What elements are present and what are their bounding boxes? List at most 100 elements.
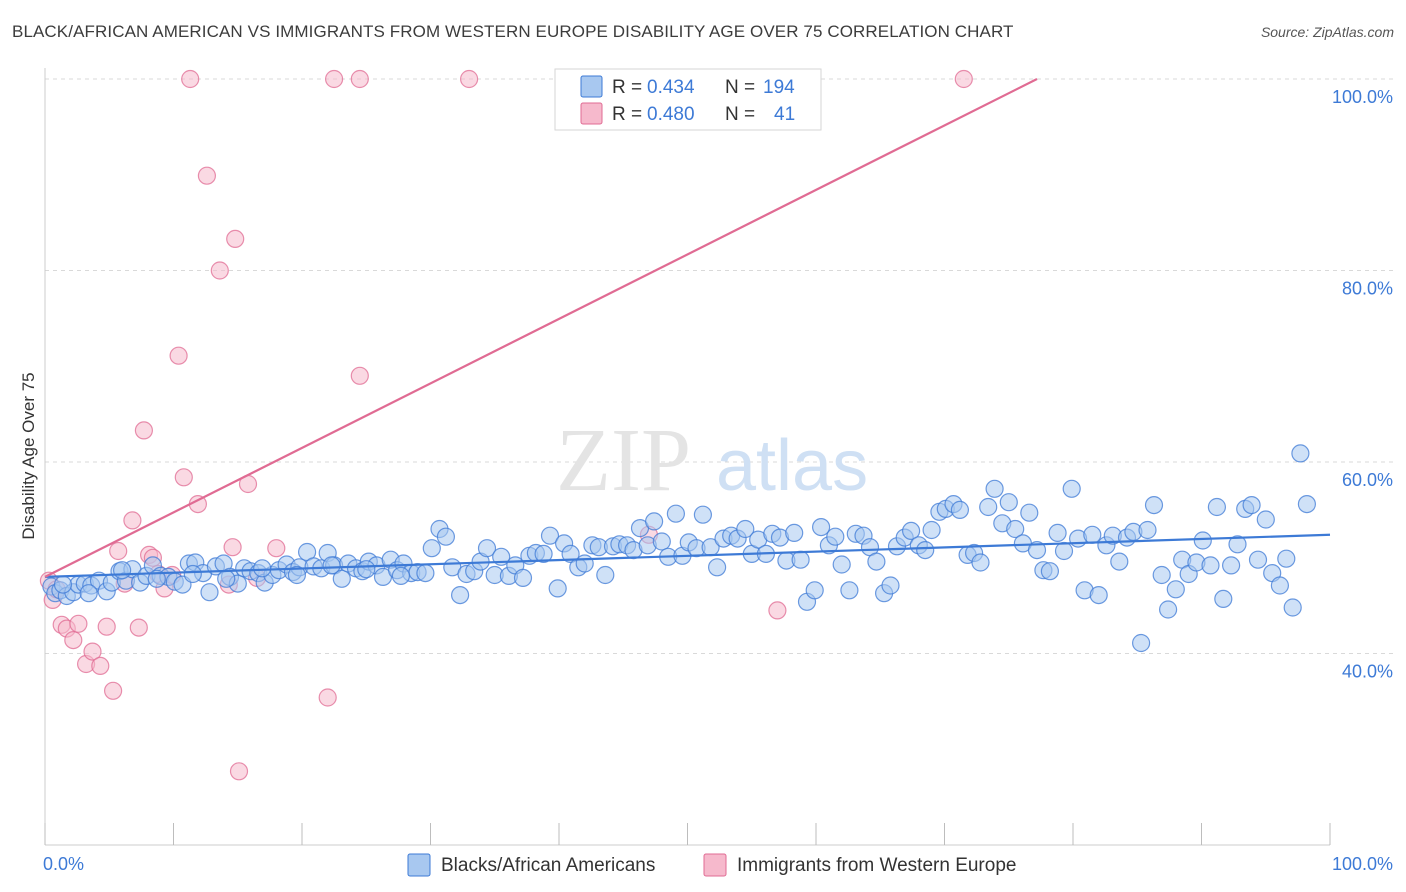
watermark-atlas: atlas (716, 426, 868, 506)
blue-point-137 (985, 479, 1004, 498)
blue-point-72 (534, 544, 553, 564)
blue-point-151 (1083, 525, 1102, 544)
pink-point-35 (318, 688, 337, 707)
blue-point-122 (881, 576, 900, 595)
blue-point-78 (575, 554, 594, 573)
chart-source: Source: ZipAtlas.com (1260, 24, 1394, 40)
blue-point-179 (1277, 549, 1296, 568)
y-tick-label-3: 100.0% (1332, 87, 1393, 107)
y-tick-label-1: 60.0% (1342, 470, 1393, 490)
blue-point-190 (287, 565, 306, 585)
blue-point-73 (540, 526, 560, 545)
pink-point-31 (229, 762, 249, 781)
blue-point-155 (1110, 552, 1129, 571)
pink-point-29 (226, 229, 245, 248)
blue-point-161 (1152, 565, 1171, 585)
bottom-legend-swatch-pink (703, 853, 727, 877)
pink-point-8 (83, 642, 102, 661)
legend-swatch-pink (580, 102, 603, 125)
pink-point-36 (325, 69, 344, 89)
blue-point-152 (1089, 585, 1108, 605)
blue-point-158 (1131, 633, 1151, 653)
blue-point-43 (332, 569, 351, 588)
blue-point-132 (950, 500, 970, 519)
pink-point-5 (64, 630, 83, 650)
y-tick-label-2: 80.0% (1342, 279, 1393, 299)
pink-point-30 (223, 538, 242, 557)
pink-point-6 (69, 614, 88, 633)
pink-point-23 (174, 468, 193, 487)
pink-point-26 (197, 166, 216, 185)
pink-point-34 (267, 539, 286, 558)
pink-point-16 (134, 421, 153, 440)
blue-point-185 (112, 561, 132, 580)
blue-point-184 (79, 584, 98, 603)
blue-point-188 (217, 569, 236, 588)
pink-point-38 (350, 69, 369, 89)
legend-n-label-blue: N = (725, 77, 755, 98)
legend-n-value-blue: 194 (763, 77, 795, 98)
blue-point-169 (1207, 497, 1227, 517)
blue-point-162 (1158, 600, 1178, 619)
blue-series-points (42, 444, 1317, 653)
blue-point-147 (1054, 541, 1074, 561)
blue-point-192 (357, 560, 376, 579)
blue-point-163 (1166, 580, 1185, 599)
blue-point-168 (1201, 556, 1220, 575)
blue-point-120 (867, 552, 886, 571)
blue-point-97 (707, 558, 727, 577)
blue-point-142 (1020, 503, 1039, 522)
pink-point-10 (97, 617, 116, 636)
blue-point-183 (53, 575, 73, 594)
blue-point-76 (561, 544, 580, 564)
pink-point-9 (91, 656, 110, 676)
blue-point-136 (979, 497, 998, 517)
blue-point-175 (1248, 550, 1268, 569)
blue-point-191 (322, 556, 341, 575)
legend-swatch-blue (580, 75, 603, 98)
legend-r-label-pink: R = (612, 104, 642, 125)
y-tick-label-0: 40.0% (1342, 662, 1393, 682)
legend-r-value-pink: 0.480 (647, 104, 695, 125)
blue-point-95 (693, 505, 713, 524)
blue-point-128 (922, 520, 941, 540)
blue-trend-line (44, 533, 1331, 578)
blue-point-182 (1297, 495, 1317, 514)
blue-point-148 (1062, 479, 1081, 498)
bottom-legend-label-blue: Blacks/African Americans (441, 855, 655, 876)
blue-point-89 (652, 532, 671, 551)
legend-n-value-pink: 41 (774, 104, 795, 125)
blue-point-135 (971, 553, 990, 572)
blue-point-146 (1048, 523, 1067, 543)
blue-point-101 (736, 519, 755, 539)
x-tick-label-1: 100.0% (1332, 854, 1393, 874)
blue-point-174 (1242, 496, 1261, 515)
blue-point-140 (1006, 519, 1025, 539)
blue-point-167 (1193, 531, 1212, 550)
blue-point-58 (436, 527, 455, 546)
chart-title: BLACK/AFRICAN AMERICAN VS IMMIGRANTS FRO… (12, 22, 1014, 41)
blue-point-170 (1214, 589, 1233, 609)
blue-point-56 (422, 539, 441, 558)
pink-trend-line (44, 78, 1038, 578)
watermark: ZIP atlas (556, 411, 868, 510)
axes (44, 68, 1331, 846)
blue-point-64 (477, 539, 497, 558)
x-tick-labels: 0.0% 100.0% (43, 854, 1393, 874)
pink-point-27 (210, 261, 229, 280)
series-legend: Blacks/African Americans Immigrants from… (407, 853, 1016, 877)
blue-point-171 (1221, 556, 1241, 575)
correlation-legend: R = 0.434 N = 194 R = 0.480 N = 41 (554, 68, 822, 131)
x-tick-label-0: 0.0% (43, 854, 84, 874)
blue-point-186 (147, 569, 166, 588)
blue-point-55 (416, 563, 435, 583)
bottom-legend-swatch-blue (407, 853, 431, 877)
blue-point-108 (785, 523, 804, 543)
blue-point-181 (1291, 444, 1310, 463)
blue-point-172 (1228, 535, 1247, 554)
blue-point-116 (840, 581, 859, 600)
bottom-legend-label-pink: Immigrants from Western Europe (737, 855, 1016, 876)
blue-point-109 (791, 550, 810, 569)
blue-point-159 (1138, 520, 1157, 540)
